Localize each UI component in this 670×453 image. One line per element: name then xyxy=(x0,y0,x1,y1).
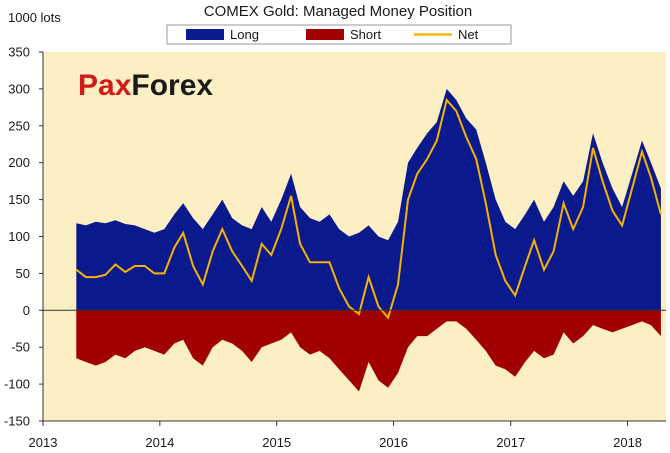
legend-label-short: Short xyxy=(350,27,381,42)
y-tick-label: 0 xyxy=(23,303,30,318)
series-short-area xyxy=(76,310,661,392)
series-long-area xyxy=(76,88,661,311)
chart-marks xyxy=(75,88,662,392)
paxforex-watermark: PaxForex xyxy=(78,69,213,102)
chart-axes: 350 300 250 200 150 100 50 0 -50 -100 -150 2013 2014… xyxy=(4,45,666,450)
legend-label-net: Net xyxy=(458,27,479,42)
chart-title: COMEX Gold: Managed Money Position xyxy=(204,3,472,20)
y-tick-label: -100 xyxy=(4,377,30,392)
y-tick-label: -50 xyxy=(11,340,30,355)
y-tick-label: 100 xyxy=(8,229,30,244)
x-tick-label: 2017 xyxy=(496,435,525,450)
legend-swatch-long xyxy=(186,29,224,40)
x-tick-label: 2015 xyxy=(262,435,291,450)
series-net-line xyxy=(75,97,662,320)
y-tick-label: -150 xyxy=(4,414,30,429)
x-tick-label: 2018 xyxy=(613,435,642,450)
watermark-pax: Pax xyxy=(78,69,132,102)
y-tick-label: 200 xyxy=(8,155,30,170)
y-tick-label: 300 xyxy=(8,81,30,96)
y-tick-label: 50 xyxy=(16,266,30,281)
x-tick-label: 2016 xyxy=(379,435,408,450)
y-tick-label: 250 xyxy=(8,118,30,133)
watermark-text: PaxForex xyxy=(78,69,213,102)
legend-label-long: Long xyxy=(230,27,259,42)
watermark-forex: Forex xyxy=(131,69,213,102)
y-tick-label: 150 xyxy=(8,192,30,207)
x-tick-label: 2013 xyxy=(29,435,58,450)
legend: Long Short Net xyxy=(166,24,512,45)
x-tick-label: 2014 xyxy=(145,435,174,450)
y-axis-label: 1000 lots xyxy=(8,10,61,25)
legend-swatch-short xyxy=(306,29,344,40)
y-tick-label: 350 xyxy=(8,45,30,60)
